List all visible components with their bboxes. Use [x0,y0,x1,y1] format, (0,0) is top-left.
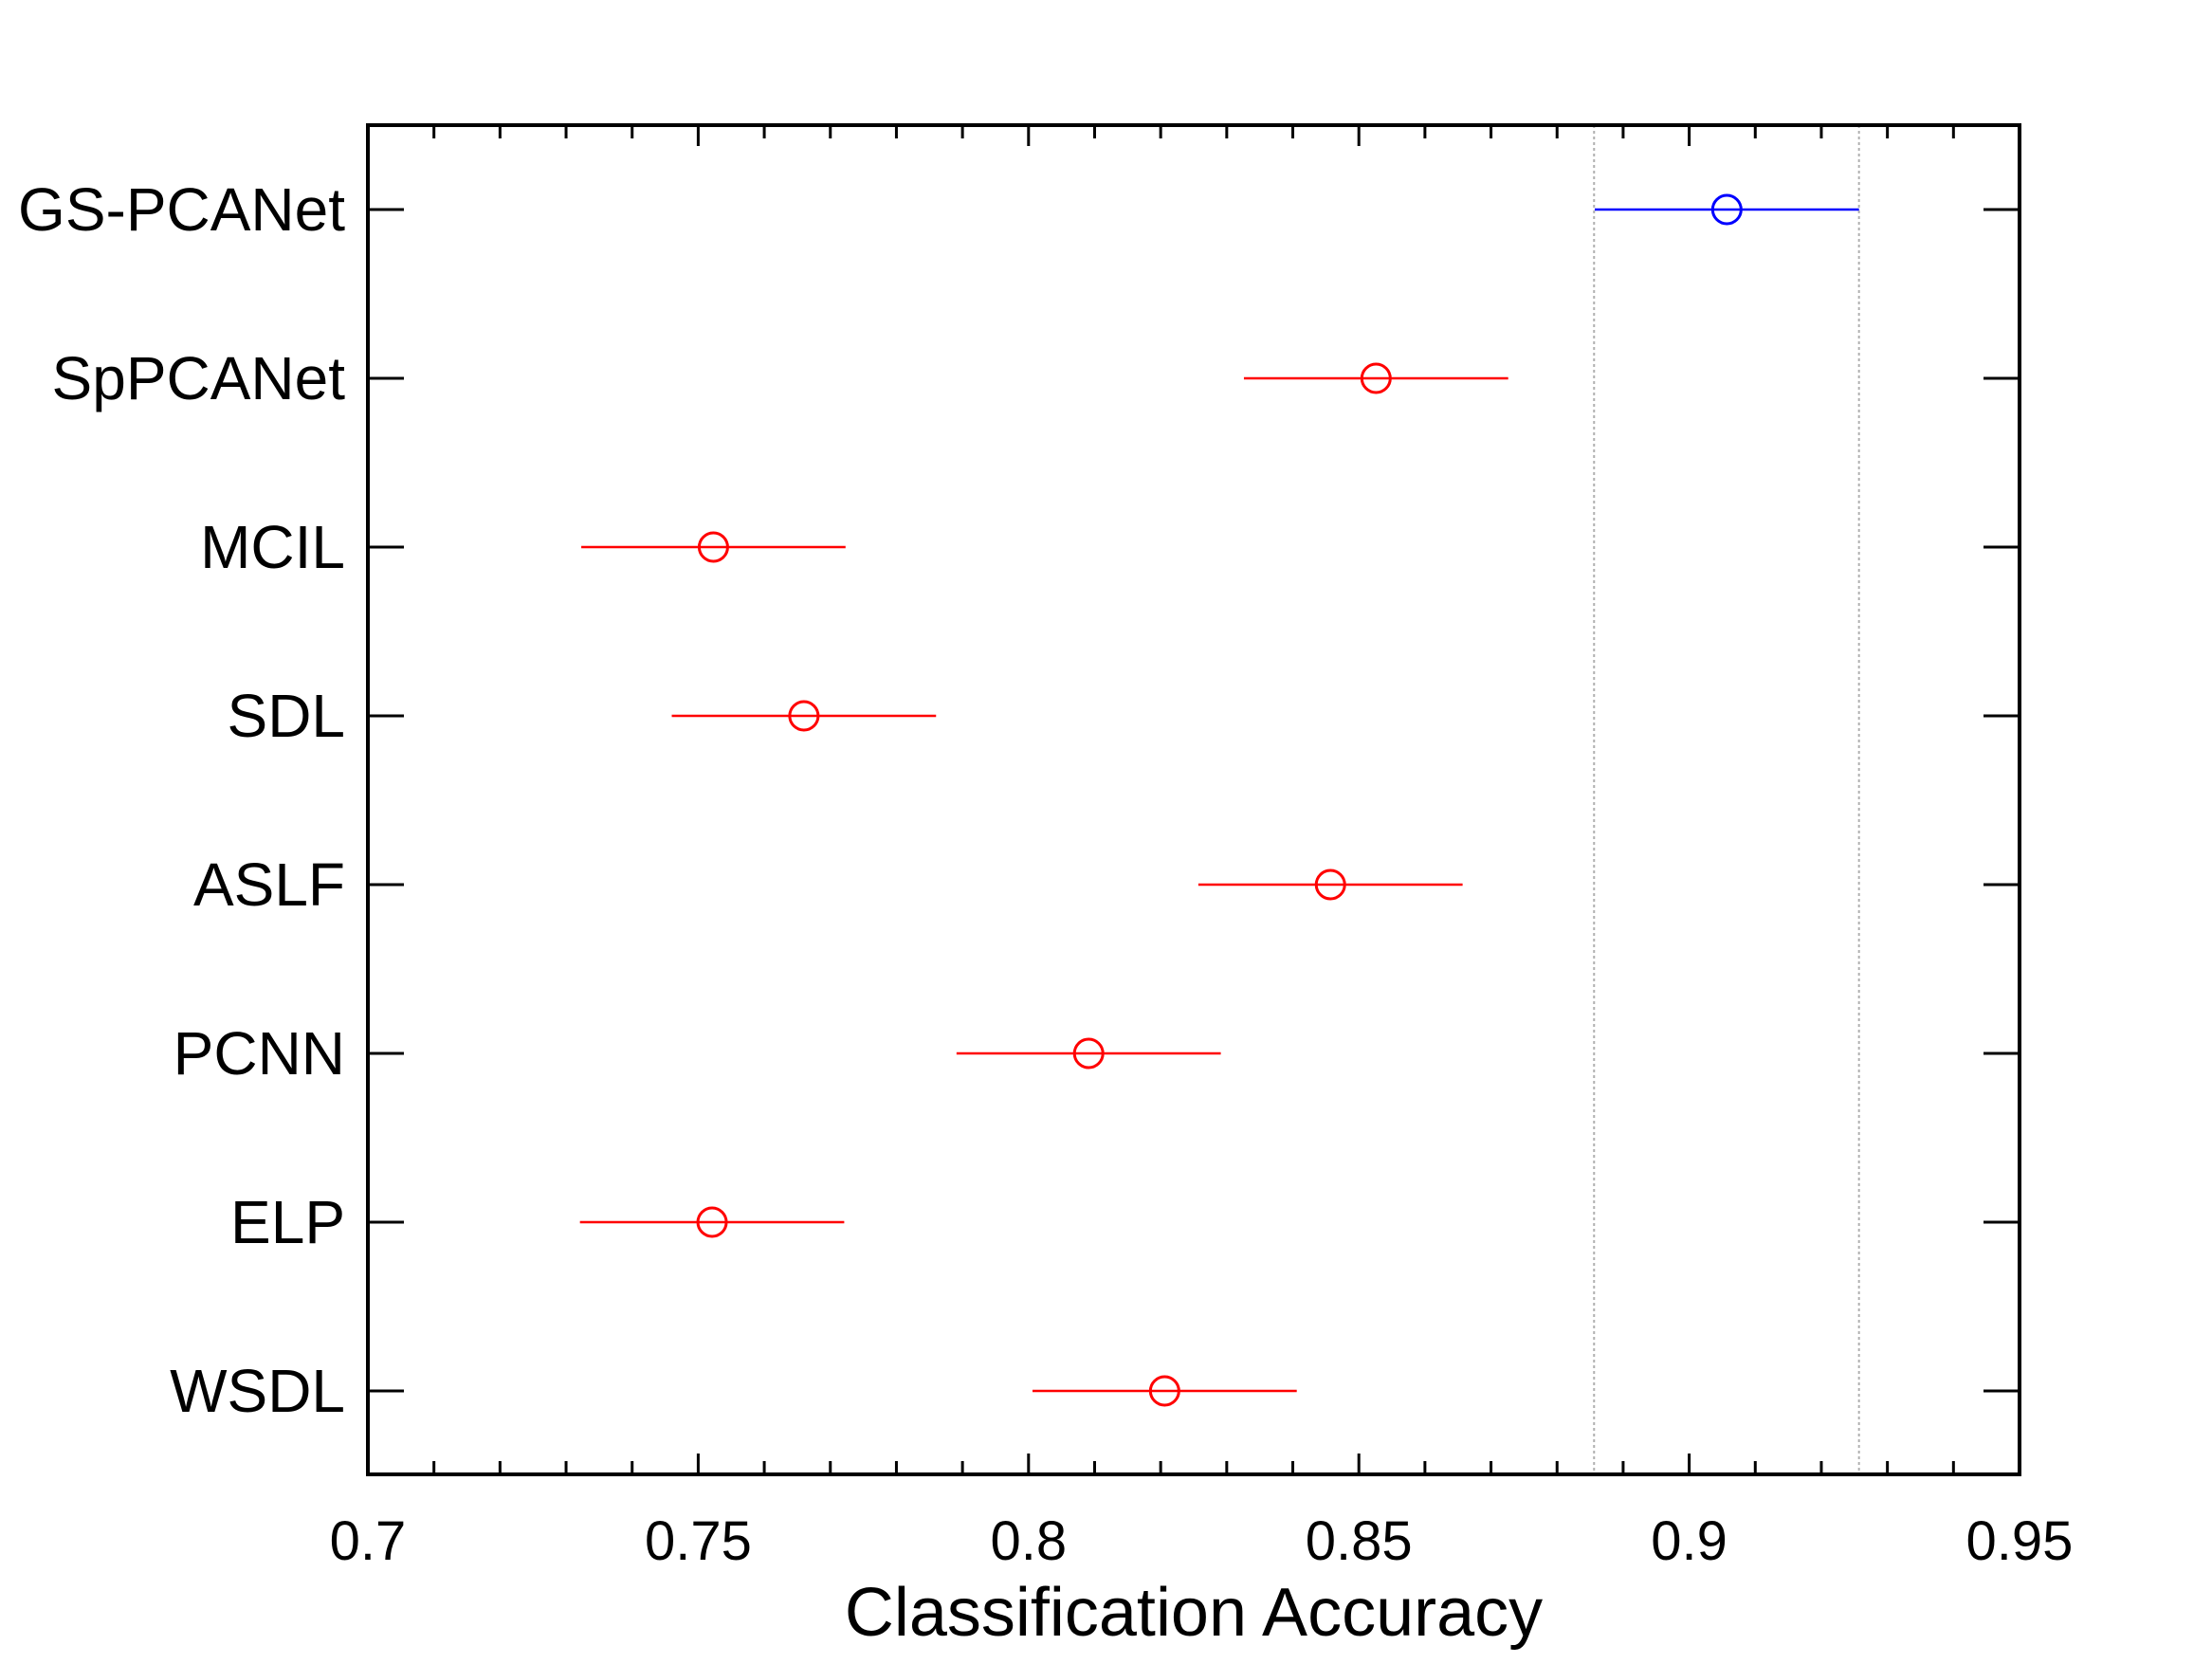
x-axis-title: Classification Accuracy [845,1575,1543,1651]
mean-marker-SDL [788,700,820,732]
data-marks [579,193,1859,1407]
mean-marker-ELP [696,1206,728,1238]
mean-marker-PCNN [1072,1037,1105,1070]
x-tick-label: 0.95 [1966,1510,2074,1572]
x-tick-label: 0.9 [1651,1510,1728,1572]
x-tick-label: 0.85 [1306,1510,1413,1572]
y-category-label: MCIL [200,513,345,581]
y-category-label: WSDL [170,1357,345,1425]
plot-frame [366,123,2021,1476]
mean-marker-SpPCANet [1360,362,1392,394]
y-category-label: ASLF [193,850,345,919]
mean-marker-ASLF [1314,869,1346,901]
y-category-label: PCNN [174,1019,345,1088]
y-axis-labels: GS-PCANet SpPCANet MCIL SDL ASLF PCNN ELP WSDL [18,175,345,1425]
axis-ticks [366,125,2021,1474]
y-category-label: SpPCANet [52,344,346,412]
x-tick-label: 0.7 [330,1510,407,1572]
y-category-label: GS-PCANet [18,175,345,244]
x-tick-label: 0.75 [645,1510,752,1572]
y-category-label: SDL [228,682,346,750]
x-axis-labels: 0.7 0.75 0.8 0.85 0.9 0.95 [330,1510,2074,1572]
mean-marker-MCIL [697,531,729,563]
mean-marker-WSDL [1148,1375,1180,1407]
y-category-label: ELP [230,1188,345,1256]
mean-marker-GS-PCANet [1710,193,1743,226]
x-tick-label: 0.8 [990,1510,1067,1572]
